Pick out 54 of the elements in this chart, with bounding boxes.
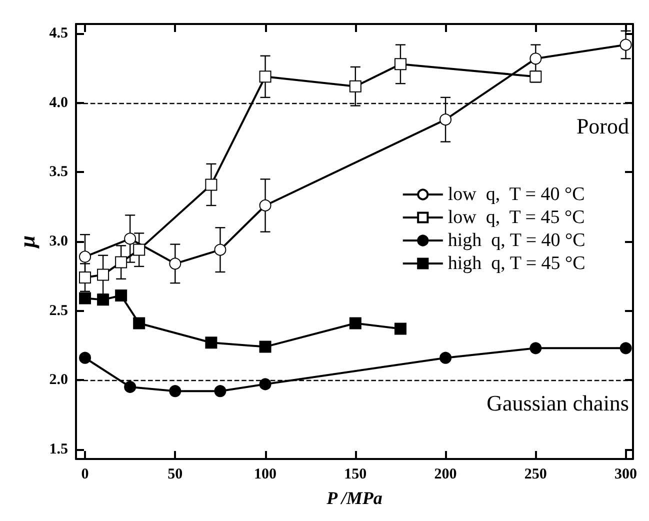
point bbox=[124, 380, 136, 393]
point bbox=[530, 342, 542, 354]
ref-line-label: Porod bbox=[576, 113, 629, 138]
point bbox=[620, 342, 632, 354]
ref-line-label: Gaussian chains bbox=[486, 390, 629, 416]
point bbox=[97, 268, 110, 281]
y-tick-label: 4.5 bbox=[49, 26, 68, 42]
point bbox=[214, 244, 226, 256]
point bbox=[530, 52, 542, 65]
point bbox=[620, 38, 632, 51]
point bbox=[97, 294, 110, 306]
x-tick-label: 0 bbox=[81, 466, 89, 482]
x-tick-label: 200 bbox=[434, 466, 457, 482]
legend-label: high q, T = 40 °C bbox=[448, 230, 586, 251]
point bbox=[133, 317, 146, 330]
point bbox=[169, 258, 182, 270]
point bbox=[169, 385, 182, 398]
y-tick-label: 3.0 bbox=[49, 234, 68, 250]
y-axis-title: μ bbox=[14, 235, 40, 249]
legend-label: low q, T = 40 °C bbox=[448, 184, 585, 205]
y-tick-label: 1.5 bbox=[49, 441, 68, 458]
x-axis-title: P /MPa bbox=[326, 488, 382, 508]
point bbox=[133, 244, 146, 256]
legend-label: high q, T = 45 °C bbox=[448, 253, 586, 274]
point bbox=[394, 58, 406, 70]
point bbox=[115, 256, 128, 268]
point bbox=[79, 352, 92, 364]
point bbox=[259, 378, 272, 390]
point bbox=[115, 290, 128, 302]
y-tick-label: 3.5 bbox=[49, 164, 68, 180]
point bbox=[79, 292, 92, 304]
y-tick-label: 2.0 bbox=[49, 372, 68, 388]
point bbox=[440, 114, 452, 126]
y-tick-label: 4.0 bbox=[49, 94, 68, 111]
point bbox=[205, 336, 218, 349]
point bbox=[394, 322, 406, 335]
point bbox=[259, 340, 272, 353]
point bbox=[124, 232, 136, 245]
legend-label: low q, T = 45 °C bbox=[448, 207, 585, 228]
point bbox=[79, 272, 92, 284]
point bbox=[259, 199, 272, 212]
point bbox=[79, 250, 92, 263]
x-tick-label: 300 bbox=[614, 466, 638, 482]
x-tick-label: 150 bbox=[344, 466, 367, 482]
x-tick-label: 50 bbox=[168, 466, 183, 482]
point bbox=[259, 70, 272, 83]
point bbox=[440, 352, 452, 364]
x-tick-label: 250 bbox=[524, 466, 547, 482]
point bbox=[205, 178, 218, 191]
y-tick-label: 2.5 bbox=[49, 302, 68, 319]
point bbox=[214, 385, 226, 398]
point bbox=[349, 80, 362, 92]
x-tick-label: 100 bbox=[254, 466, 277, 482]
point bbox=[349, 317, 362, 330]
